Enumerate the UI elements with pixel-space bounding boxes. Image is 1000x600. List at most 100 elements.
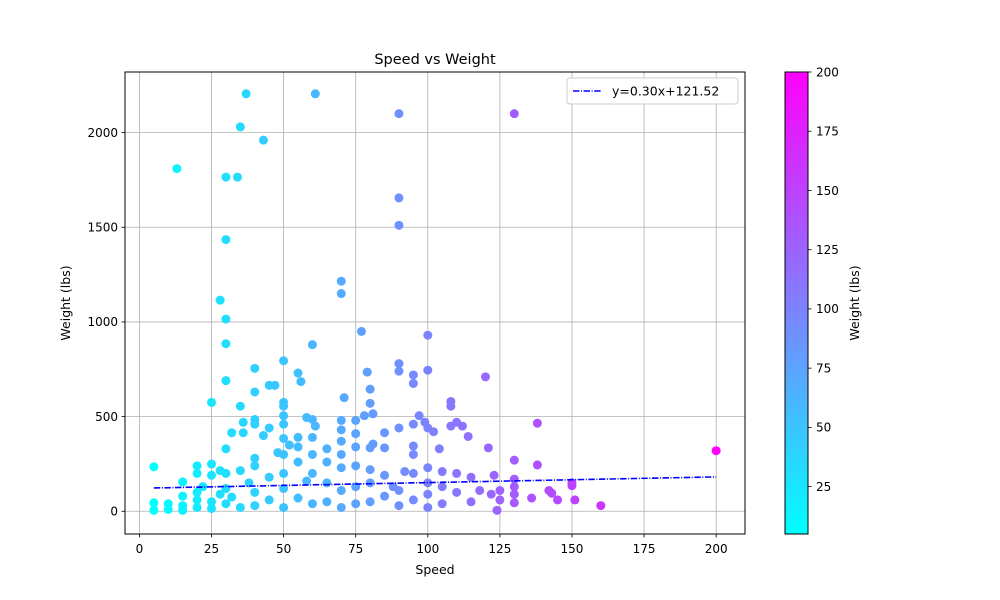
colorbar-tick-label: 25 — [816, 480, 831, 494]
data-point — [394, 193, 404, 203]
data-point — [489, 470, 499, 480]
data-point — [322, 478, 332, 488]
colorbar-tick-label: 175 — [816, 125, 839, 139]
data-point — [336, 449, 346, 459]
data-point — [365, 398, 375, 408]
data-point — [293, 457, 303, 467]
data-point — [279, 502, 289, 512]
data-point — [408, 370, 418, 380]
data-point — [336, 436, 346, 446]
data-point — [178, 491, 188, 501]
data-point — [336, 415, 346, 425]
data-point — [446, 401, 456, 411]
data-point — [307, 340, 317, 350]
data-point — [359, 411, 369, 421]
data-point — [296, 377, 306, 387]
y-tick-label: 1500 — [87, 221, 118, 235]
data-point — [244, 478, 254, 488]
data-point — [394, 366, 404, 376]
data-point — [356, 326, 366, 336]
data-point — [336, 289, 346, 299]
data-point — [492, 505, 502, 515]
data-point — [149, 505, 159, 515]
data-point — [509, 498, 519, 508]
legend-label: y=0.30x+121.52 — [612, 84, 719, 99]
data-point — [463, 431, 473, 441]
data-point — [486, 489, 496, 499]
colorbar-tick-label: 150 — [816, 184, 839, 198]
data-point — [221, 376, 231, 386]
data-point — [466, 472, 476, 482]
data-point — [423, 330, 433, 340]
data-point — [368, 439, 378, 449]
x-tick-label: 50 — [276, 542, 291, 556]
data-point — [509, 489, 519, 499]
data-point — [221, 444, 231, 454]
data-point — [429, 427, 439, 437]
data-point — [232, 172, 242, 182]
legend: y=0.30x+121.52 — [566, 77, 739, 105]
data-point — [279, 449, 289, 459]
y-tick-label: 500 — [95, 410, 118, 424]
data-point — [336, 502, 346, 512]
data-point — [437, 499, 447, 509]
data-point — [235, 122, 245, 132]
data-point — [198, 482, 208, 492]
data-point — [336, 276, 346, 286]
data-point — [380, 491, 390, 501]
colorbar: 25 50 75 100 125 150 175 200 Weight (lbs) — [784, 65, 862, 535]
trendline-path — [153, 476, 717, 489]
y-axis-label: Weight (lbs) — [58, 265, 73, 340]
data-point — [241, 89, 251, 99]
data-point — [149, 498, 159, 508]
data-point — [466, 497, 476, 507]
data-point — [293, 493, 303, 503]
data-point — [351, 499, 361, 509]
x-tick-label: 0 — [136, 542, 144, 556]
data-point — [400, 467, 410, 477]
data-point — [250, 453, 260, 463]
data-point — [509, 109, 519, 119]
data-point — [322, 457, 332, 467]
data-point — [207, 459, 217, 469]
data-point — [408, 468, 418, 478]
data-point — [437, 467, 447, 477]
data-point — [423, 463, 433, 473]
data-point — [279, 484, 289, 494]
data-point — [264, 495, 274, 505]
data-point — [532, 418, 542, 428]
data-point — [408, 419, 418, 429]
x-tick-label: 150 — [561, 542, 584, 556]
data-point — [207, 397, 217, 407]
plot-frame — [124, 71, 746, 535]
data-point — [221, 468, 231, 478]
colorbar-tick-label: 50 — [816, 421, 831, 435]
data-point — [192, 495, 202, 505]
data-point — [307, 449, 317, 459]
data-point — [192, 502, 202, 512]
data-point — [423, 502, 433, 512]
colorbar-ticks: 25 50 75 100 125 150 175 200 — [808, 65, 839, 494]
data-point — [365, 478, 375, 488]
data-point — [172, 164, 182, 174]
data-point — [570, 495, 580, 505]
data-point — [596, 501, 606, 511]
y-tick-label: 2000 — [87, 126, 118, 140]
data-point — [480, 372, 490, 382]
data-point — [178, 477, 188, 487]
data-point — [351, 415, 361, 425]
data-point — [408, 378, 418, 388]
data-point — [307, 499, 317, 509]
data-point — [527, 493, 537, 503]
data-point — [279, 401, 289, 411]
x-tick-label: 125 — [488, 542, 511, 556]
data-point — [310, 89, 320, 99]
data-point — [221, 314, 231, 324]
data-point — [336, 463, 346, 473]
data-point — [270, 380, 280, 390]
data-point — [307, 468, 317, 478]
data-point — [279, 468, 289, 478]
data-point — [339, 393, 349, 403]
x-tick-label: 75 — [348, 542, 363, 556]
